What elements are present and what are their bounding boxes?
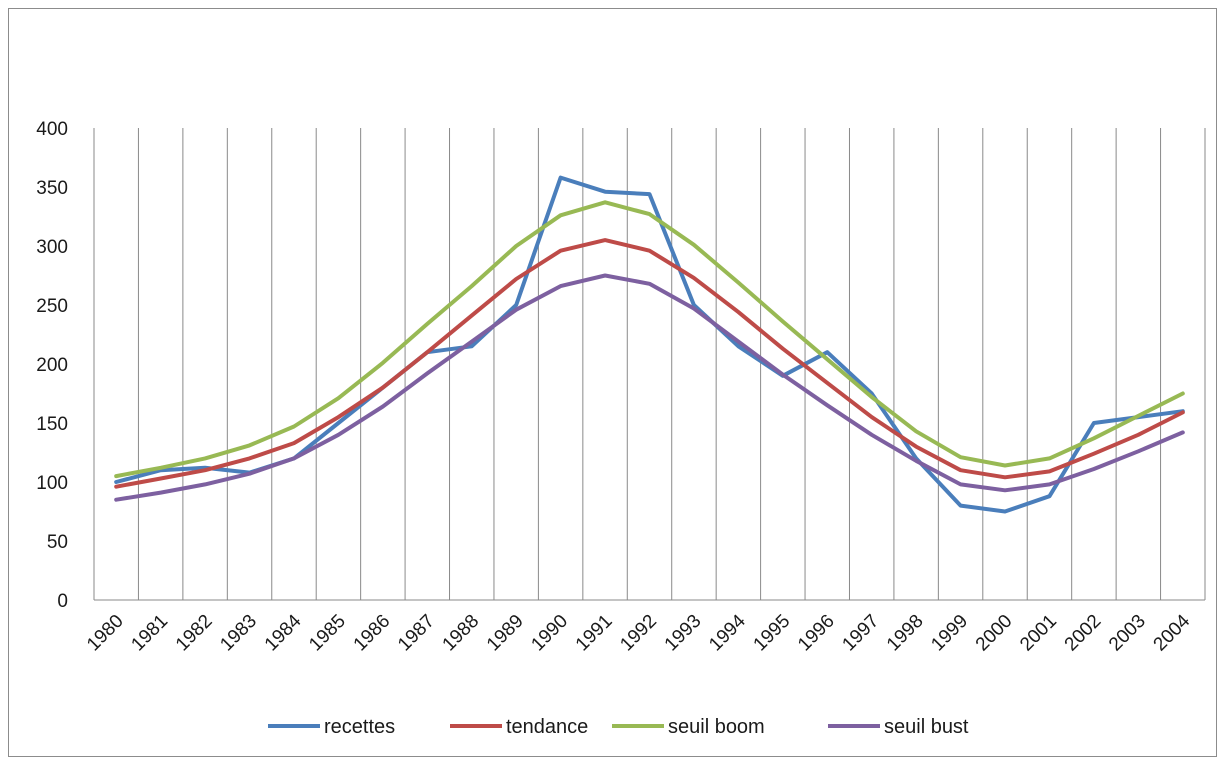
x-tick-label: 1991: [572, 611, 617, 656]
legend-label: seuil bust: [884, 716, 969, 738]
y-tick-label: 50: [47, 532, 68, 553]
x-tick-label: 1997: [838, 611, 883, 656]
legend-label: tendance: [506, 716, 588, 738]
x-tick-label: 1984: [261, 610, 306, 655]
x-tick-label: 1998: [883, 611, 928, 656]
x-tick-label: 1999: [927, 611, 972, 656]
x-tick-label: 1983: [216, 611, 261, 656]
y-tick-label: 350: [36, 178, 68, 199]
series-line-tendance: [114, 238, 1185, 489]
vertical-gridlines: [93, 128, 1206, 600]
x-tick-label: 1995: [750, 611, 795, 656]
y-tick-label: 0: [57, 591, 68, 612]
x-axis-ticks: 1980 1981 1982 1983 1984 1985 1986 1987 1988 1989…: [83, 610, 1195, 655]
y-tick-label: 150: [36, 414, 68, 435]
x-tick-label: 1987: [394, 611, 439, 656]
y-tick-label: 400: [36, 119, 68, 140]
x-tick-label: 2000: [972, 611, 1017, 656]
x-tick-label: 1985: [305, 611, 350, 656]
y-tick-label: 250: [36, 296, 68, 317]
y-tick-label: 300: [36, 237, 68, 258]
legend-label: seuil boom: [668, 716, 765, 738]
x-tick-label: 1993: [661, 611, 706, 656]
x-tick-label: 1988: [439, 611, 484, 656]
legend: recettes tendance seuil boom seuil bust: [268, 716, 969, 738]
series-line-seuil-bust: [114, 273, 1185, 502]
y-tick-label: 200: [36, 355, 68, 376]
x-tick-label: 1982: [172, 611, 217, 656]
x-tick-label: 1994: [705, 610, 750, 655]
x-tick-label: 1980: [83, 611, 128, 656]
x-tick-label: 1981: [127, 611, 172, 656]
series-line-seuil-boom: [114, 200, 1185, 479]
x-tick-label: 1989: [483, 611, 528, 656]
x-tick-label: 1996: [794, 611, 839, 656]
x-tick-label: 2003: [1105, 611, 1150, 656]
chart-frame: [8, 8, 1217, 757]
series-lines: [114, 175, 1185, 514]
x-tick-label: 2001: [1016, 611, 1061, 656]
x-tick-label: 2002: [1061, 611, 1106, 656]
y-tick-label: 100: [36, 473, 68, 494]
x-tick-label: 1986: [350, 611, 395, 656]
x-tick-label: 1992: [616, 611, 661, 656]
y-axis-ticks: 0 50 100 150 200 250 300 350 400: [36, 119, 68, 612]
x-tick-label: 2004: [1150, 610, 1195, 655]
x-tick-label: 1990: [527, 611, 572, 656]
legend-label: recettes: [324, 716, 395, 738]
